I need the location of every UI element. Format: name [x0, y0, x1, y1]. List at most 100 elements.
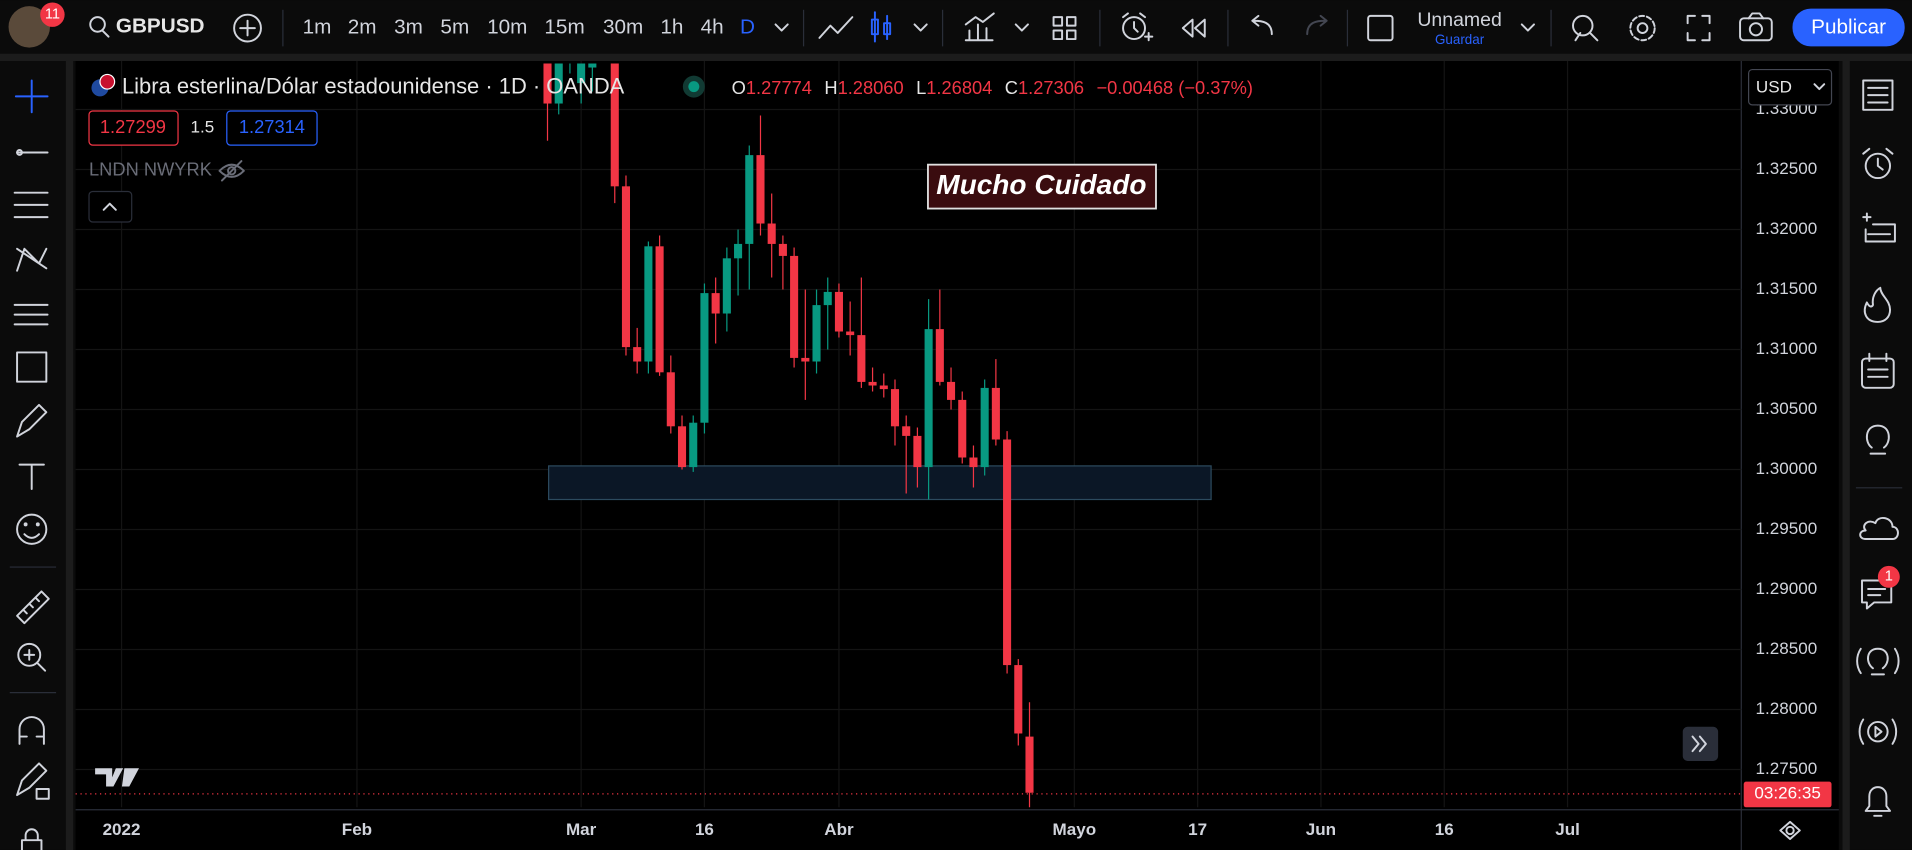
- publish-button[interactable]: [1792, 8, 1905, 47]
- x-tick-label: 16: [695, 820, 714, 839]
- undo-icon[interactable]: [1251, 14, 1273, 36]
- candle-body: [846, 331, 855, 336]
- interval[interactable]: D: [740, 16, 755, 39]
- chevron[interactable]: [1520, 23, 1535, 32]
- replay-icon[interactable]: [1181, 18, 1206, 38]
- support-zone[interactable]: [548, 465, 1212, 501]
- collapse-button[interactable]: [88, 190, 133, 223]
- interval[interactable]: 30m: [603, 16, 643, 39]
- hotlists-icon[interactable]: [1863, 286, 1892, 323]
- axis-settings-icon[interactable]: [1779, 820, 1801, 840]
- axis-settings-icon: [1779, 820, 1801, 840]
- double-chevron: [1691, 735, 1707, 753]
- quick-search-icon: [1572, 14, 1594, 37]
- icon-tool[interactable]: [16, 513, 48, 545]
- change: −0.00468 (−0.37%): [1096, 77, 1253, 98]
- fullscreen-icon[interactable]: [1686, 14, 1711, 42]
- candle-body: [890, 389, 900, 427]
- fib-tool[interactable]: [13, 191, 49, 219]
- shape-tool[interactable]: [16, 351, 48, 383]
- interval[interactable]: 4h: [701, 16, 724, 39]
- hide-icon[interactable]: [218, 160, 245, 182]
- ideas-stream-icon[interactable]: [1856, 647, 1900, 676]
- interval[interactable]: 3m: [394, 16, 423, 39]
- x-tick-label: Mayo: [1053, 820, 1097, 839]
- search-icon: [89, 16, 106, 33]
- streams-icon[interactable]: [1859, 517, 1899, 540]
- collapse-icon: [102, 202, 117, 211]
- ask-box[interactable]: [226, 110, 318, 146]
- text-tool[interactable]: [18, 463, 45, 490]
- indicators-icon[interactable]: [964, 12, 995, 42]
- settings-icon[interactable]: [1629, 14, 1656, 42]
- interval[interactable]: 5m: [440, 16, 469, 39]
- alerts-icon[interactable]: [1862, 147, 1894, 180]
- interval[interactable]: 15m: [544, 16, 584, 39]
- layout-icon[interactable]: [1367, 14, 1394, 42]
- brush-tool[interactable]: [16, 403, 48, 438]
- ohlc-value: 1.26804: [926, 77, 992, 98]
- templates-icon[interactable]: [1052, 16, 1077, 41]
- alert-icon: [1122, 16, 1146, 41]
- tradingview-logo[interactable]: [95, 768, 140, 787]
- symbol-title[interactable]: Libra esterlina/Dólar estadounidense · 1…: [122, 74, 625, 99]
- sessions-indicator[interactable]: LNDN NWYRK: [89, 159, 212, 180]
- interval[interactable]: 1m: [303, 16, 332, 39]
- candle-body: [947, 381, 956, 400]
- broadcast-icon[interactable]: [1858, 718, 1898, 745]
- crosshair-tool[interactable]: [14, 79, 49, 114]
- ohlc-label: H: [824, 77, 837, 98]
- compare-button[interactable]: [233, 13, 262, 43]
- layout-name[interactable]: Unnamed: [1417, 9, 1502, 31]
- candle-body: [1003, 439, 1012, 666]
- annotation-box[interactable]: [927, 163, 1157, 210]
- pattern-tool[interactable]: [16, 247, 48, 272]
- candle-body: [700, 293, 709, 423]
- y-tick-label: 1.28000: [1756, 699, 1818, 718]
- notifications-icon[interactable]: [1864, 786, 1892, 817]
- candle-chart-icon[interactable]: [870, 11, 892, 43]
- x-tick-label: Mar: [566, 820, 597, 839]
- line-chart-icon[interactable]: [818, 16, 854, 39]
- lock-tool[interactable]: [20, 828, 43, 850]
- measure-tool[interactable]: [16, 590, 50, 625]
- trend-line-tool[interactable]: [16, 149, 49, 156]
- magnet-tool[interactable]: [18, 716, 45, 745]
- chevron[interactable]: [1014, 23, 1029, 32]
- candle-body: [621, 186, 631, 348]
- symbol[interactable]: GBPUSD: [116, 14, 205, 37]
- hide-icon: [220, 160, 243, 182]
- bid-box[interactable]: [88, 110, 179, 146]
- x-tick-label: 17: [1188, 820, 1207, 839]
- zoom-tool[interactable]: [17, 642, 47, 672]
- y-tick-label: 1.30500: [1756, 399, 1818, 418]
- candle-body: [554, 63, 563, 104]
- chevron[interactable]: [913, 23, 928, 32]
- ideas-icon[interactable]: [1865, 424, 1890, 455]
- prediction-tool[interactable]: [13, 303, 49, 326]
- candle-body: [745, 155, 754, 244]
- candle-body: [666, 372, 675, 427]
- scroll-to-realtime[interactable]: [1682, 726, 1719, 761]
- avatar[interactable]: [8, 6, 50, 48]
- currency-select[interactable]: [1747, 68, 1833, 106]
- data-window-icon[interactable]: [1862, 212, 1896, 243]
- calendar-icon[interactable]: [1861, 352, 1895, 389]
- time-axis-labels: 2022 Feb Mar 16 Abr Mayo 17 Jun 16 Jul: [103, 820, 1580, 839]
- search-icon[interactable]: [89, 16, 110, 38]
- interval[interactable]: 1h: [660, 16, 683, 39]
- candle-body: [543, 63, 552, 104]
- candle-body: [722, 258, 731, 314]
- lock-drawings-tool[interactable]: [16, 762, 50, 800]
- quick-search-icon[interactable]: [1572, 14, 1599, 42]
- broadcast-icon: [1867, 720, 1889, 743]
- interval[interactable]: 2m: [348, 16, 377, 39]
- save-label[interactable]: Guardar: [1435, 32, 1485, 47]
- interval[interactable]: 10m: [487, 16, 527, 39]
- alert-icon[interactable]: [1122, 12, 1154, 42]
- notification-count: 11: [45, 7, 60, 23]
- watchlist-icon[interactable]: [1862, 79, 1894, 111]
- candle-body: [610, 63, 619, 187]
- screenshot-icon[interactable]: [1739, 12, 1773, 42]
- chevron[interactable]: [774, 23, 789, 32]
